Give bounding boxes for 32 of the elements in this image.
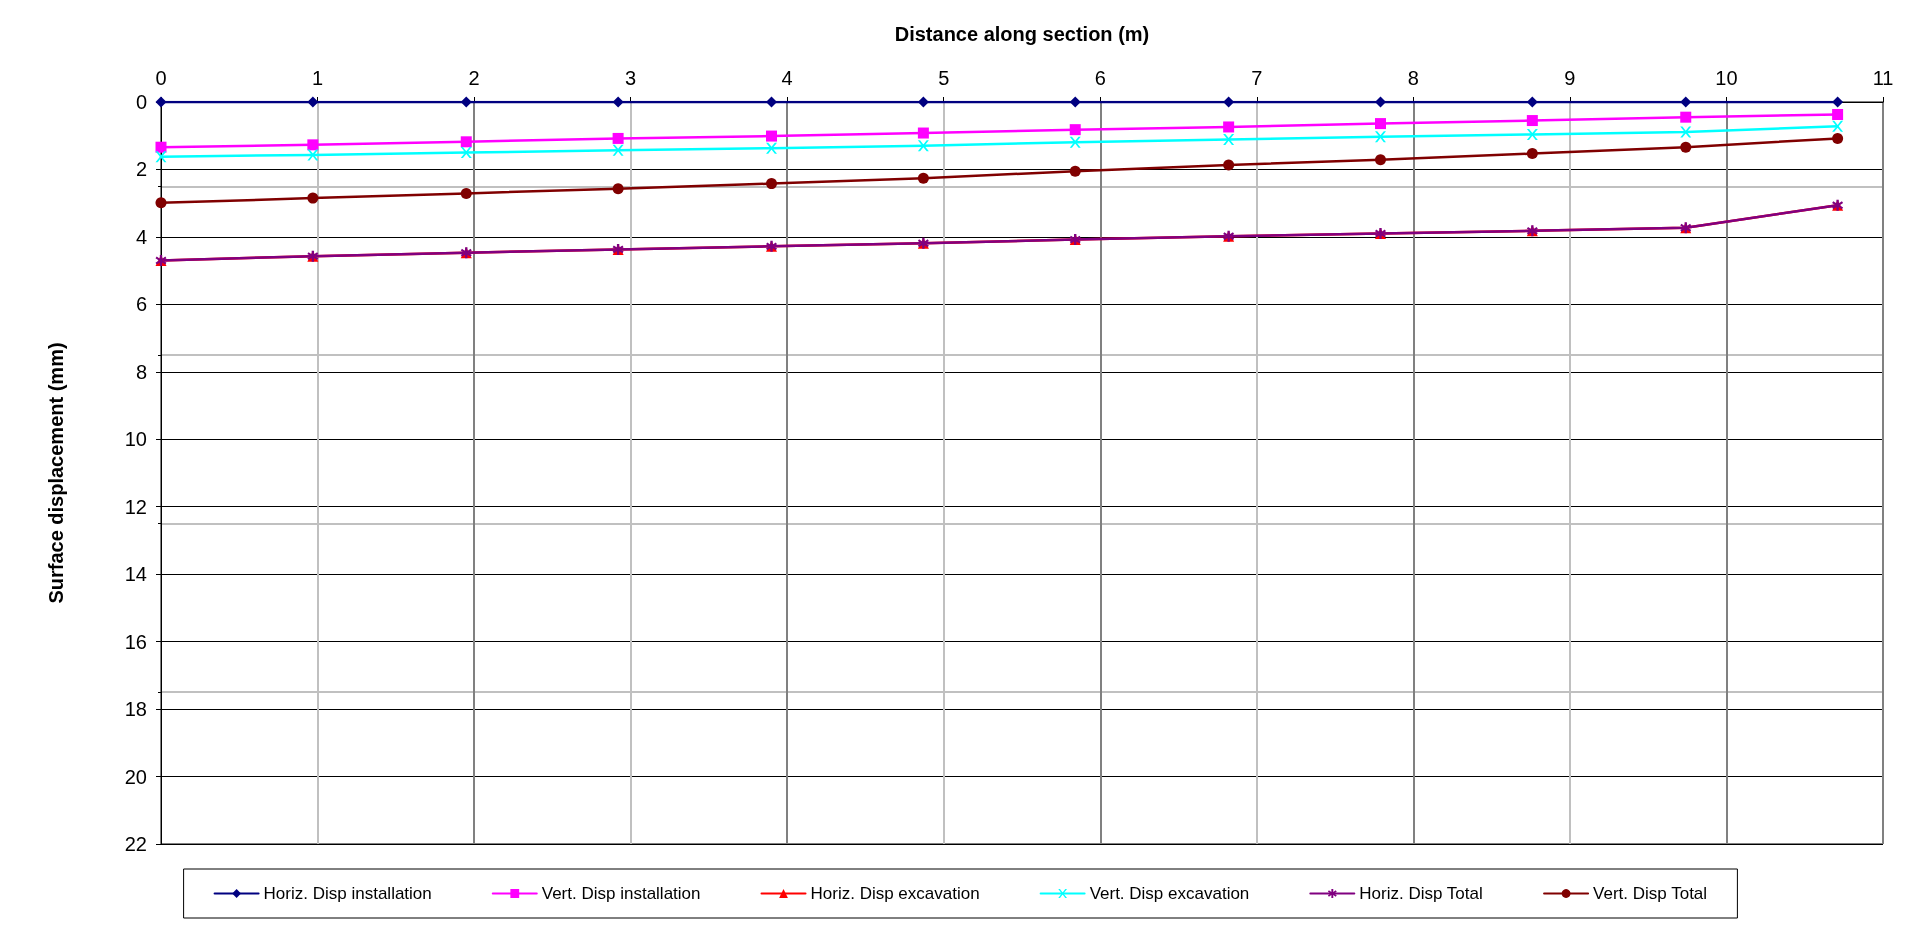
x-tick-label: 8: [1407, 67, 1419, 89]
y-tick-label: 12: [124, 495, 147, 518]
legend-label: Horiz. Disp installation: [263, 884, 432, 903]
y-tick-label: 22: [124, 833, 147, 855]
x-axis-title: Distance along section (m): [894, 23, 1150, 45]
x-tick-label: 9: [1564, 67, 1576, 89]
x-tick-label: 6: [1094, 67, 1106, 89]
y-tick-label: 2: [135, 158, 147, 181]
x-tick-label: 2: [468, 67, 480, 89]
legend-label: Horiz. Disp Total: [1359, 884, 1483, 903]
y-tick-label: 6: [135, 293, 147, 316]
y-tick-label: 20: [124, 765, 147, 788]
legend-label: Vert. Disp Total: [1593, 884, 1708, 903]
y-tick-label: 10: [124, 428, 147, 451]
x-tick-label: 11: [1872, 67, 1894, 89]
x-tick-label: 1: [311, 67, 324, 89]
x-tick-label: 4: [781, 67, 793, 89]
x-tick-label: 5: [938, 67, 950, 89]
y-tick-label: 4: [135, 225, 147, 248]
x-tick-label: 3: [625, 67, 637, 89]
x-tick-label: 0: [155, 67, 167, 89]
legend-label: Vert. Disp excavation: [1089, 884, 1250, 903]
legend-label: Vert. Disp installation: [541, 884, 701, 903]
y-tick-label: 8: [135, 360, 147, 383]
y-tick-label: 0: [135, 91, 147, 113]
y-tick-label: 18: [124, 698, 147, 721]
y-tick-label: 16: [124, 630, 147, 653]
x-tick-label: 10: [1715, 67, 1738, 89]
y-tick-label: 14: [124, 563, 147, 586]
x-tick-label: 7: [1251, 67, 1263, 89]
legend-label: Horiz. Disp excavation: [810, 884, 980, 903]
y-axis-title: Surface displacement (mm): [45, 342, 67, 604]
